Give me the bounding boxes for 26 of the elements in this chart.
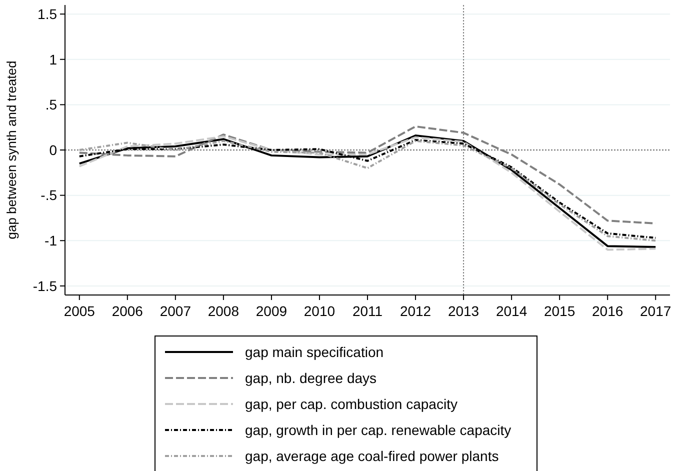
legend-label: gap, nb. degree days xyxy=(245,370,377,386)
x-tick-label: 2005 xyxy=(64,303,96,319)
y-tick-label: -.5 xyxy=(40,187,58,204)
x-tick-label: 2014 xyxy=(496,303,528,319)
x-tick-label: 2017 xyxy=(640,303,672,319)
x-tick-label: 2016 xyxy=(592,303,624,319)
x-tick-label: 2012 xyxy=(400,303,432,319)
x-tick-label: 2006 xyxy=(112,303,144,319)
x-tick-label: 2009 xyxy=(256,303,288,319)
y-tick-label: .5 xyxy=(45,96,58,113)
y-tick-label: 1 xyxy=(49,51,58,68)
y-tick-label: 1.5 xyxy=(38,6,58,22)
legend-label: gap, per cap. combustion capacity xyxy=(245,396,458,412)
x-tick-label: 2013 xyxy=(448,303,480,319)
y-tick-label: -1 xyxy=(44,232,58,249)
y-tick-label: 0 xyxy=(49,142,58,158)
x-tick-label: 2008 xyxy=(208,303,240,319)
y-tick-label: -1.5 xyxy=(32,278,58,294)
x-tick-label: 2007 xyxy=(160,303,192,319)
y-axis-title: gap between synth and treated xyxy=(4,60,19,240)
x-tick-label: 2015 xyxy=(544,303,576,319)
legend-label: gap, average age coal-fired power plants xyxy=(245,448,499,464)
legend-label: gap, growth in per cap. renewable capacity xyxy=(245,422,512,438)
legend-label: gap main specification xyxy=(245,344,384,360)
x-tick-label: 2010 xyxy=(304,303,336,319)
x-tick-label: 2011 xyxy=(352,303,383,319)
